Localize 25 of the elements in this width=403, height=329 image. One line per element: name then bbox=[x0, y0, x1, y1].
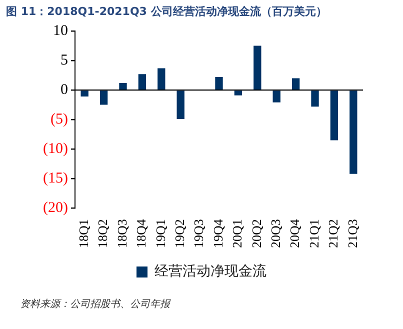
x-tick-label: 18Q3 bbox=[114, 219, 130, 248]
text: 资料来源：公司招股书、公司年报 bbox=[19, 298, 172, 311]
x-tick-label: 21Q3 bbox=[344, 219, 360, 248]
x-tick-label: 19Q1 bbox=[152, 219, 168, 248]
x-tick-label: 19Q4 bbox=[210, 218, 226, 248]
legend-label: 经营活动净现金流 bbox=[154, 264, 266, 280]
x-tick-label: 20Q1 bbox=[230, 219, 245, 248]
y-tick-label: (20) bbox=[42, 200, 68, 216]
x-tick-label: 19Q3 bbox=[191, 219, 206, 248]
y-tick-label: 10 bbox=[52, 22, 68, 39]
x-tick-label: 20Q3 bbox=[268, 219, 284, 248]
x-tick-label: 18Q1 bbox=[76, 219, 92, 248]
chart-title: 图 11：2018Q1-2021Q3 公司经营活动净现金流（百万美元） bbox=[5, 4, 328, 19]
x-tick-label: 19Q2 bbox=[172, 219, 188, 248]
x-tick-label: 18Q2 bbox=[95, 219, 110, 248]
y-tick-label: (5) bbox=[50, 111, 68, 128]
x-tick-label: 21Q2 bbox=[326, 219, 341, 248]
y-tick-label: (15) bbox=[42, 170, 68, 187]
x-tick-label: 20Q2 bbox=[248, 219, 264, 248]
x-tick-label: 20Q4 bbox=[287, 218, 302, 248]
x-tick-label: 18Q4 bbox=[134, 218, 149, 248]
y-tick-label: 0 bbox=[60, 82, 68, 98]
y-tick-label: 5 bbox=[60, 52, 68, 68]
y-tick-label: (10) bbox=[42, 141, 68, 158]
x-tick-label: 21Q1 bbox=[306, 219, 322, 248]
